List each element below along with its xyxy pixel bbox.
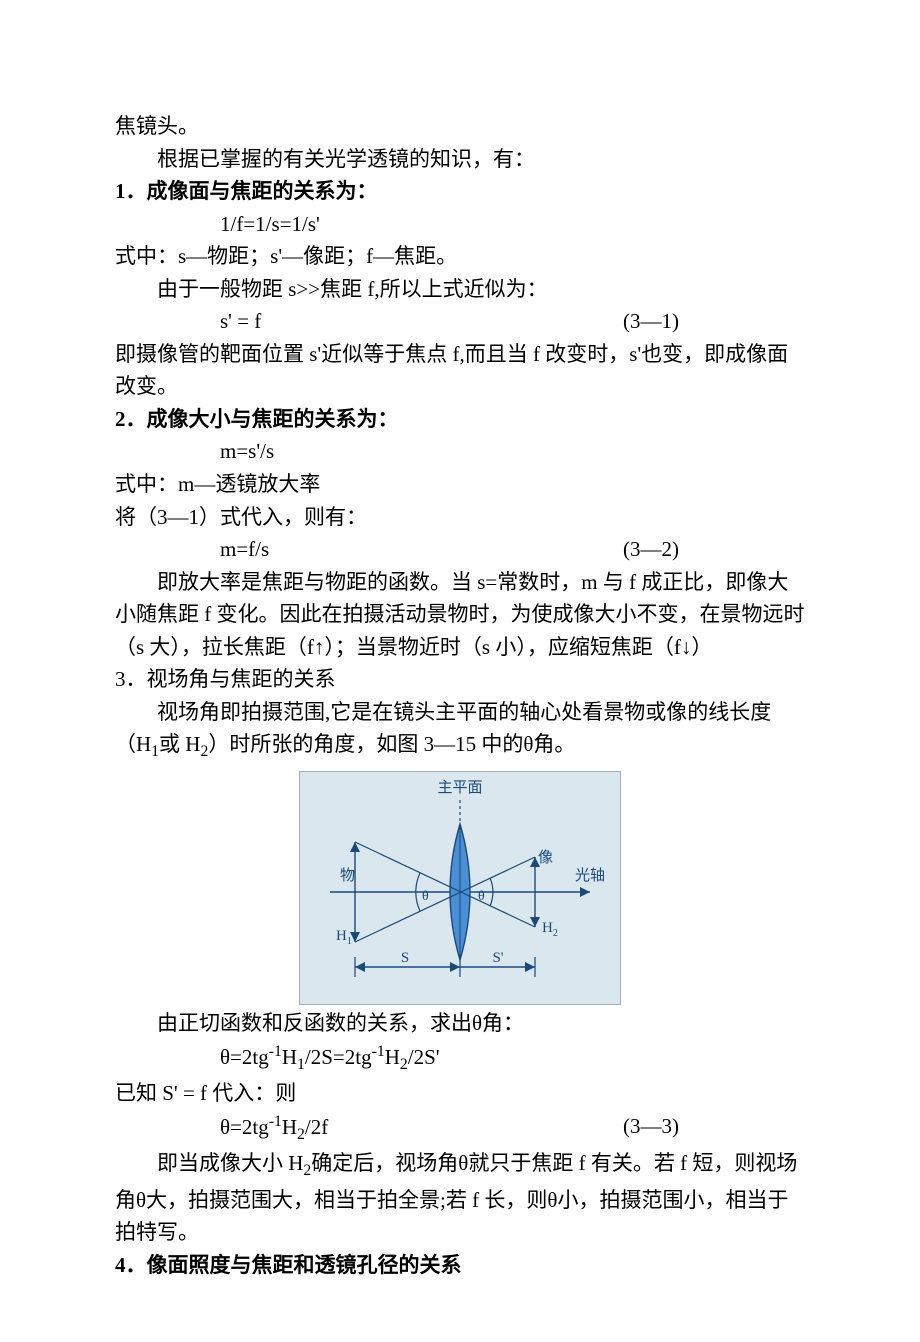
text-line: 由于一般物距 s>>焦距 f,所以上式近似为：	[115, 273, 805, 306]
formula: 1/f=1/s=1/s'	[115, 208, 805, 241]
label-image: 像	[538, 849, 553, 866]
f-run: H	[282, 1115, 297, 1139]
subscript: 1	[151, 744, 159, 761]
superscript: -1	[269, 1043, 282, 1060]
text-line: 焦镜头。	[115, 110, 805, 143]
label-sp: S'	[492, 950, 503, 966]
text-paragraph: 即当成像大小 H2确定后，视场角θ就只于焦距 f 有关。若 f 短，则视场角θ大…	[115, 1147, 805, 1249]
formula-left: s' = f	[220, 305, 261, 338]
f-run: H	[282, 1045, 297, 1069]
figure-box: 主平面 光轴 物 像	[299, 771, 621, 1005]
lens-diagram-svg: 主平面 光轴 物 像	[300, 772, 620, 1004]
formula: m=f/s (3—2)	[115, 533, 805, 566]
formula-left: m=f/s	[220, 533, 269, 566]
heading-2: 2．成像大小与焦距的关系为：	[115, 403, 805, 436]
label-s: S	[401, 950, 409, 966]
label-axis: 光轴	[575, 867, 605, 884]
svg-text:H2: H2	[542, 920, 558, 939]
label-h2: H	[542, 920, 553, 936]
formula-ref: (3—3)	[623, 1110, 679, 1148]
heading-4: 4．像面照度与焦距和透镜孔径的关系	[115, 1249, 805, 1282]
label-object: 物	[340, 867, 355, 884]
text-line: 式中：s—物距；s'—像距；f—焦距。	[115, 240, 805, 273]
text-run: ）时所张的角度，如图 3—15 中的θ角。	[208, 732, 575, 756]
text-line: 根据已掌握的有关光学透镜的知识，有：	[115, 143, 805, 176]
formula-left: θ=2tg-1H2/2f	[220, 1110, 328, 1148]
text-line: 即摄像管的靶面位置 s'近似等于焦点 f,而且当 f 改变时，s'也变，即成像面…	[115, 338, 805, 403]
text-paragraph: 视场角即拍摄范围,它是在镜头主平面的轴心处看景物或像的线长度（H1或 H2）时所…	[115, 696, 805, 765]
document-page: 焦镜头。 根据已掌握的有关光学透镜的知识，有： 1．成像面与焦距的关系为： 1/…	[0, 0, 920, 1342]
formula-ref: (3—2)	[623, 533, 679, 566]
subscript: 2	[400, 1056, 408, 1073]
f-run: /2f	[305, 1115, 328, 1139]
lens-figure: 主平面 光轴 物 像	[115, 771, 805, 1005]
f-run: θ=2tg	[220, 1115, 269, 1139]
formula: m=s'/s	[115, 435, 805, 468]
text-run: 即当成像大小 H	[157, 1151, 303, 1175]
formula-ref: (3—1)	[623, 305, 679, 338]
f-run: θ=2tg	[220, 1045, 269, 1069]
subscript: 1	[297, 1056, 305, 1073]
text-line: 由正切函数和反函数的关系，求出θ角：	[115, 1007, 805, 1040]
text-line: 将（3—1）式代入，则有：	[115, 501, 805, 534]
text-line: 式中：m—透镜放大率	[115, 468, 805, 501]
f-run: /2S'	[408, 1045, 440, 1069]
superscript: -1	[372, 1043, 385, 1060]
formula: θ=2tg-1H2/2f (3—3)	[115, 1110, 805, 1148]
label-top: 主平面	[437, 779, 482, 796]
text-paragraph: 即放大率是焦距与物距的函数。当 s=常数时，m 与 f 成正比，即像大小随焦距 …	[115, 566, 805, 664]
formula: s' = f (3—1)	[115, 305, 805, 338]
heading-3: 3．视场角与焦距的关系	[115, 663, 805, 696]
label-theta-left: θ	[422, 889, 429, 904]
f-run: /2S=2tg	[305, 1045, 372, 1069]
heading-1: 1．成像面与焦距的关系为：	[115, 175, 805, 208]
label-theta-right: θ	[478, 889, 485, 904]
subscript: 2	[297, 1126, 305, 1143]
svg-text:H1: H1	[336, 928, 352, 947]
superscript: -1	[269, 1113, 282, 1130]
label-h1: H	[336, 928, 347, 944]
text-line: 已知 S' = f 代入：则	[115, 1077, 805, 1110]
formula: θ=2tg-1H1/2S=2tg-1H2/2S'	[115, 1040, 805, 1078]
f-run: H	[385, 1045, 400, 1069]
text-run: 或 H	[159, 732, 200, 756]
